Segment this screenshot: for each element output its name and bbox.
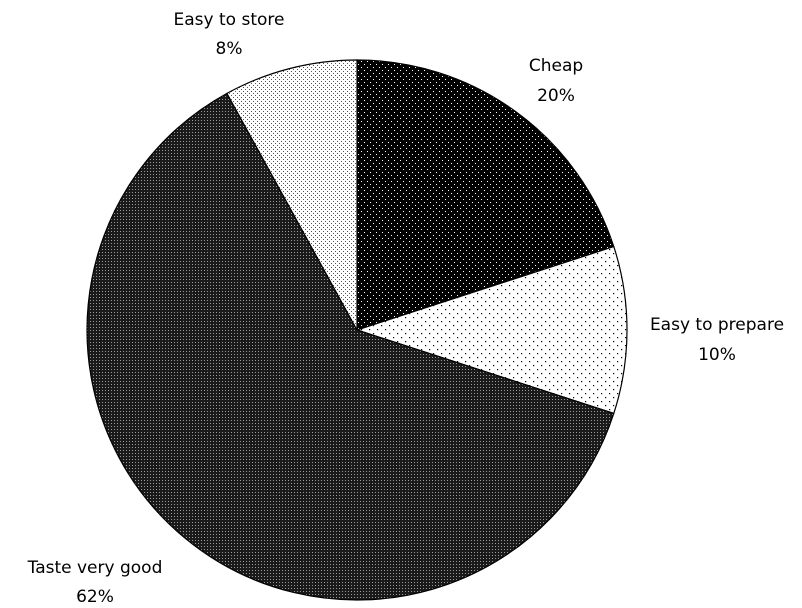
slice-label-taste-very-good: Taste very good: [27, 558, 163, 578]
slice-value-taste-very-good: 62%: [76, 587, 114, 607]
slice-value-easy-to-prepare: 10%: [698, 345, 736, 365]
pie-slice-easy-to-prepare: [355, 245, 628, 415]
pie-slices: [86, 59, 628, 601]
pie-slice-cheap: [356, 59, 615, 331]
pie-slice-taste-very-good: [86, 92, 615, 601]
pie-slice-easy-to-store: [226, 59, 358, 331]
slice-value-easy-to-store: 8%: [216, 39, 243, 59]
slice-value-cheap: 20%: [537, 86, 575, 106]
slice-label-easy-to-prepare: Easy to prepare: [650, 315, 784, 335]
slice-label-cheap: Cheap: [529, 56, 583, 76]
slice-label-easy-to-store: Easy to store: [174, 10, 285, 30]
